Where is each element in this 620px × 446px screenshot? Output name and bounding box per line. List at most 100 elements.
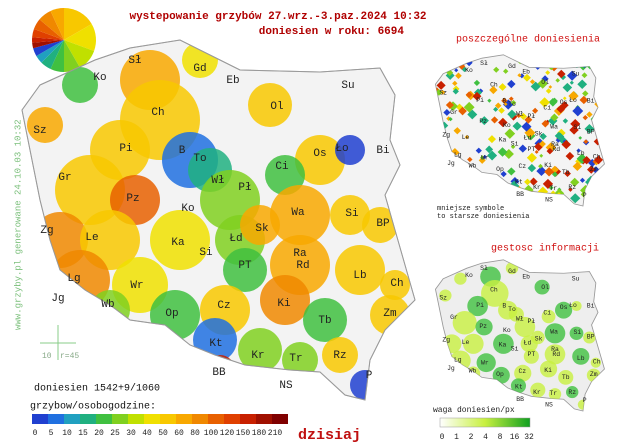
panel-title: poszczególne doniesienia <box>456 34 600 46</box>
city-label: NS <box>545 196 553 203</box>
city-label: B <box>502 98 506 105</box>
report-point <box>587 165 596 174</box>
legend-swatch <box>144 414 160 424</box>
report-point <box>572 161 583 172</box>
city-label: BB <box>516 191 524 198</box>
heat-blob <box>223 248 267 292</box>
city-label: Ko <box>181 203 194 215</box>
city-label: Rz <box>568 184 576 191</box>
density-blob <box>523 349 539 364</box>
heat-blob <box>27 107 63 143</box>
city-label: Eb <box>522 68 530 75</box>
heat-blob <box>150 210 210 270</box>
weight-label: 1 <box>454 433 459 442</box>
city-label: Ko <box>503 327 511 334</box>
legend-label: 150 <box>236 429 251 438</box>
city-label: Ch <box>151 107 164 119</box>
city-label: Ka <box>499 136 507 143</box>
report-point <box>571 57 583 68</box>
report-point <box>498 107 505 114</box>
report-point <box>441 168 449 175</box>
weight-label: 8 <box>498 433 503 442</box>
title: wystepowanie grzybów 27.wrz.-3.paz.2024 … <box>129 11 426 23</box>
pie-slice <box>64 40 95 68</box>
legend-label: 5 <box>49 429 54 438</box>
city-label: Kt <box>515 179 523 186</box>
city-label: Si <box>199 247 213 259</box>
pie-slice <box>31 37 64 43</box>
report-point <box>539 140 546 148</box>
heat-blob <box>295 135 345 185</box>
report-point <box>465 91 473 99</box>
report-point <box>582 90 589 97</box>
city-label: Wr <box>481 154 489 161</box>
city-label: To <box>193 153 206 165</box>
legend-label: 210 <box>268 429 283 438</box>
city-label: Pł <box>527 318 535 325</box>
report-point <box>582 156 591 165</box>
city-label: Lg <box>454 151 462 158</box>
city-label: Ch <box>593 154 601 161</box>
legend-swatch <box>160 414 176 424</box>
city-label: Eb <box>226 75 239 87</box>
reports-count: doniesien 1542+9/1060 <box>34 383 160 395</box>
legend-swatch <box>128 414 144 424</box>
legend-swatch <box>80 414 96 424</box>
report-point <box>535 197 541 203</box>
city-label: Pł <box>527 113 535 120</box>
report-point <box>594 175 604 185</box>
city-label: PT <box>527 351 535 358</box>
heat-blob <box>265 155 305 195</box>
density-blob <box>548 388 562 401</box>
city-label: NS <box>279 380 293 392</box>
report-point <box>518 144 527 153</box>
note: to starsze doniesienia <box>437 213 529 221</box>
city-label: Tr <box>549 390 557 397</box>
city-label: Ch <box>490 287 498 294</box>
city-label: Wb <box>469 367 477 374</box>
city-label: Ra <box>551 141 559 148</box>
density-blob <box>544 323 566 344</box>
legend-swatch <box>240 414 256 424</box>
city-label: Gd <box>508 268 516 275</box>
report-point <box>503 102 508 106</box>
panel-title: gestosc informacji <box>491 243 599 255</box>
density-blob <box>492 366 510 384</box>
city-label: Zm <box>383 308 397 320</box>
density-blob <box>541 309 556 324</box>
legend-label: 100 <box>204 429 219 438</box>
city-label: Bi <box>376 145 390 157</box>
weight-label: 2 <box>469 433 474 442</box>
report-point <box>545 70 551 76</box>
city-label: Tb <box>562 374 570 381</box>
weight-label: 0 <box>440 433 445 442</box>
city-label: Cz <box>217 300 230 312</box>
report-point <box>435 194 439 200</box>
density-blob <box>475 318 493 336</box>
city-label: Ch <box>390 278 403 290</box>
report-point <box>510 144 516 149</box>
city-label: Rz <box>568 389 576 396</box>
city-label: Kt <box>209 338 222 350</box>
report-point <box>537 57 547 67</box>
side-text: www.grzyby.pl generowane 24.10.03 10:32 <box>13 119 23 330</box>
pie-slice <box>36 40 64 63</box>
city-label: Eb <box>522 273 530 280</box>
legend-swatch <box>272 414 288 424</box>
density-blob <box>569 326 584 341</box>
report-point <box>436 181 447 191</box>
city-label: Rd <box>552 146 560 153</box>
border <box>21 39 416 401</box>
legend-caption: grzybow/osobogodzine: <box>30 401 156 413</box>
report-point <box>440 89 446 95</box>
pie-slice <box>41 40 64 70</box>
weight-label: 16 <box>510 433 520 442</box>
city-label: Si <box>511 346 519 353</box>
report-point <box>524 178 531 186</box>
note: mniejsze symbole <box>437 205 504 213</box>
density-blob <box>439 289 452 302</box>
legend-label: 15 <box>78 429 88 438</box>
density-blob <box>555 301 573 319</box>
report-point <box>507 109 517 119</box>
